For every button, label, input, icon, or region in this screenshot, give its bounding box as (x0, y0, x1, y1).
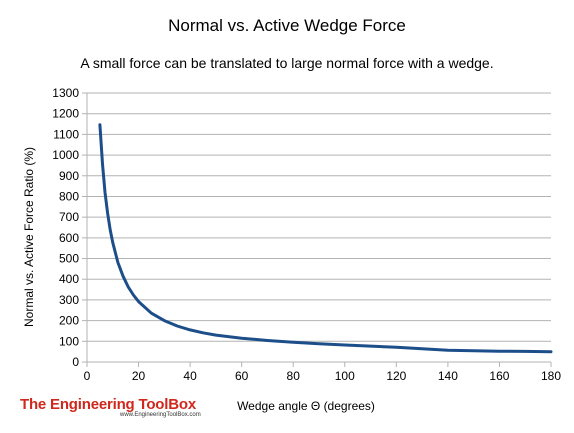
x-tick-label: 60 (235, 369, 249, 383)
y-tick-labels: 0 100 200 300 400 500 600 700 800 900 1000 1100 1200… (52, 86, 79, 369)
chart-subtitle: A small force can be translated to large… (80, 55, 494, 71)
y-tick-label: 500 (59, 252, 79, 266)
logo-text: The Engineering ToolBox (20, 396, 196, 413)
x-tick-label: 140 (438, 369, 458, 383)
y-tick-label: 300 (59, 293, 79, 307)
x-tick-label: 80 (287, 369, 301, 383)
y-tick-label: 1300 (52, 86, 79, 100)
y-tick-label: 400 (59, 272, 79, 286)
y-tick-label: 1100 (53, 127, 79, 141)
gridlines (87, 92, 551, 342)
y-tick-label: 700 (59, 210, 79, 224)
x-tick-label: 40 (183, 369, 197, 383)
y-tick-label: 800 (59, 189, 79, 203)
x-tick-label: 120 (386, 369, 406, 383)
logo-url: www.EngineeringToolBox.com (120, 412, 201, 418)
y-tick-label: 600 (59, 231, 79, 245)
x-tick-label: 100 (335, 369, 355, 383)
engineering-toolbox-logo: The Engineering ToolBox www.EngineeringT… (20, 396, 220, 428)
x-tick-labels: 0 20 40 60 80 100 120 140 160 180 (84, 369, 562, 383)
x-tick-label: 180 (541, 369, 561, 383)
x-axis-label: Wedge angle Θ (degrees) (237, 399, 375, 413)
y-tick-label: 200 (59, 314, 79, 328)
y-tick-label: 100 (59, 334, 79, 348)
series-line (98, 123, 553, 354)
axes (82, 92, 552, 367)
y-tick-label: 1000 (52, 148, 79, 162)
y-tick-label: 1200 (52, 107, 79, 121)
y-tick-label: 0 (72, 355, 79, 369)
y-tick-label: 900 (59, 169, 79, 183)
x-tick-label: 160 (489, 369, 509, 383)
series-group (98, 123, 553, 354)
chart-title: Normal vs. Active Wedge Force (168, 16, 406, 35)
x-tick-label: 20 (132, 369, 146, 383)
x-tick-label: 0 (84, 369, 91, 383)
y-axis-label: Normal vs. Active Force Ratio (%) (22, 147, 36, 327)
